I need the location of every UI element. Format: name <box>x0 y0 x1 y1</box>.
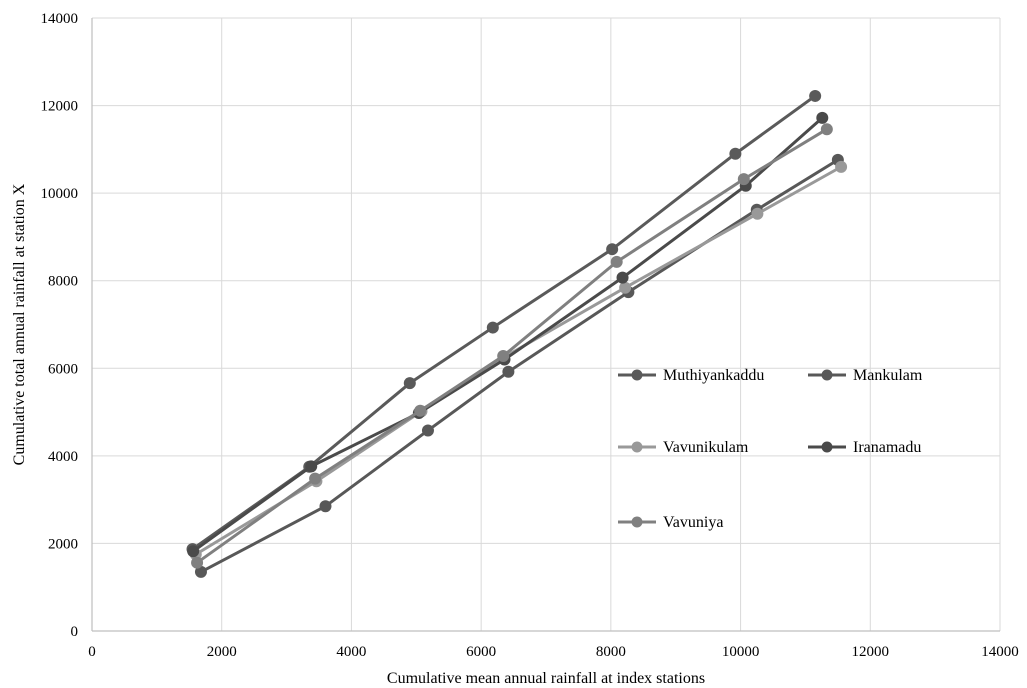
data-point <box>305 460 318 473</box>
legend-item: Muthiyankaddu <box>618 367 764 384</box>
data-point <box>816 111 829 124</box>
legend-label: Vavunikulam <box>663 439 749 456</box>
series-vavunikulam <box>189 160 848 561</box>
x-tick-label: 2000 <box>207 644 237 660</box>
legend-label: Muthiyankaddu <box>663 367 764 384</box>
data-point <box>319 500 332 513</box>
data-point <box>619 281 632 294</box>
legend-item: Iranamadu <box>808 439 921 456</box>
x-tick-label: 0 <box>88 644 96 660</box>
x-tick-label: 8000 <box>596 644 626 660</box>
y-tick-label: 10000 <box>41 186 79 202</box>
y-tick-label: 14000 <box>41 11 79 27</box>
axes <box>91 18 1000 632</box>
series-vavuniya <box>191 123 833 569</box>
series-line <box>192 116 824 553</box>
x-tick-label: 6000 <box>466 644 496 660</box>
data-point <box>414 404 427 417</box>
tick-labels: 0 2000 4000 6000 8000 10000 12000 14000 0 2000 400… <box>41 11 1019 660</box>
legend-marker <box>821 441 833 453</box>
series-iranamadu <box>187 111 829 558</box>
data-point <box>309 472 322 485</box>
legend-item: Vavuniya <box>618 514 723 531</box>
data-point <box>502 365 515 378</box>
data-point <box>194 565 207 578</box>
data-point <box>737 173 750 186</box>
data-series <box>186 89 848 578</box>
legend: Muthiyankaddu Mankulam Vavunikulam Iranamad… <box>618 367 923 531</box>
data-point <box>187 545 200 558</box>
x-tick-label: 14000 <box>981 644 1019 660</box>
legend-label: Mankulam <box>853 367 923 384</box>
data-point <box>421 424 434 437</box>
legend-label: Iranamadu <box>853 439 921 456</box>
x-axis-title: Cumulative mean annual rainfall at index… <box>387 670 705 687</box>
x-tick-label: 10000 <box>722 644 760 660</box>
data-point <box>497 350 510 363</box>
data-point <box>403 377 416 390</box>
series-muthiyankaddu <box>186 89 822 556</box>
series-mankulam <box>194 153 844 578</box>
y-tick-label: 2000 <box>48 536 78 552</box>
data-point <box>486 321 499 334</box>
data-point <box>809 89 822 102</box>
y-tick-label: 4000 <box>48 449 78 465</box>
grid-lines <box>92 17 1001 631</box>
legend-item: Mankulam <box>808 367 923 384</box>
data-point <box>610 255 623 268</box>
data-point <box>751 207 764 220</box>
data-point <box>191 556 204 569</box>
y-tick-label: 8000 <box>48 274 78 290</box>
y-tick-label: 0 <box>71 624 79 640</box>
data-point <box>616 271 629 284</box>
data-point <box>729 147 742 160</box>
legend-marker <box>631 441 643 453</box>
y-axis-title: Cumulative total annual rainfall at stat… <box>11 183 28 465</box>
legend-marker <box>631 516 643 528</box>
legend-label: Vavuniya <box>663 514 723 531</box>
legend-marker <box>631 369 643 381</box>
y-tick-label: 6000 <box>48 361 78 377</box>
series-line <box>191 94 817 551</box>
data-point <box>820 123 833 136</box>
legend-item: Vavunikulam <box>618 439 749 456</box>
y-tick-label: 12000 <box>41 99 79 115</box>
legend-marker <box>821 369 833 381</box>
data-point <box>606 243 619 256</box>
data-point <box>835 160 848 173</box>
x-tick-label: 12000 <box>852 644 890 660</box>
x-tick-label: 4000 <box>336 644 366 660</box>
